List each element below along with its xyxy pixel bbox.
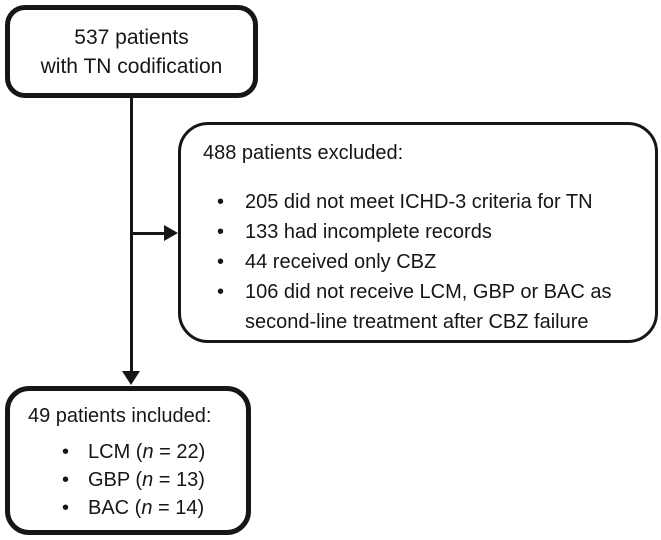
arrow-right-line [131, 232, 164, 235]
box-excluded: 488 patients excluded: • 205 did not mee… [178, 122, 658, 343]
included-item-text: BAC (n = 14) [88, 494, 236, 522]
drug-prefix: BAC ( [88, 497, 142, 519]
included-list: • LCM (n = 22) • GBP (n = 13) • BAC (n =… [28, 438, 236, 522]
top-box-line1: 537 patients [74, 25, 189, 49]
arrow-right-icon [164, 225, 178, 241]
n-value-suffix: = 13) [153, 469, 205, 491]
included-item: • BAC (n = 14) [62, 494, 236, 522]
box-included: 49 patients included: • LCM (n = 22) • G… [5, 386, 251, 535]
excluded-heading: 488 patients excluded: [203, 142, 404, 164]
excluded-item: • 44 received only CBZ [217, 247, 637, 277]
bullet-icon: • [217, 221, 225, 243]
excluded-list: • 205 did not meet ICHD-3 criteria for T… [203, 187, 637, 337]
n-symbol: n [142, 441, 154, 463]
excluded-item-text: 133 had incomplete records [245, 221, 492, 243]
included-item-text: LCM (n = 22) [88, 438, 236, 466]
bullet-icon: • [217, 251, 225, 273]
excluded-item-text: 44 received only CBZ [245, 251, 437, 273]
top-box-line2: with TN codification [40, 54, 223, 78]
n-value-suffix: = 22) [153, 441, 206, 463]
box-tn-codification: 537 patients with TN codification [5, 5, 258, 98]
excluded-item: • 133 had incomplete records [217, 217, 637, 247]
excluded-item-text: 205 did not meet ICHD-3 criteria for TN [245, 191, 593, 213]
bullet-icon: • [62, 441, 70, 463]
included-heading: 49 patients included: [28, 405, 212, 427]
excluded-item: • 205 did not meet ICHD-3 criteria for T… [217, 187, 637, 217]
included-item: • LCM (n = 22) [62, 438, 236, 466]
drug-prefix: LCM ( [88, 441, 143, 463]
excluded-item: • 106 did not receive LCM, GBP or BAC as… [217, 277, 637, 337]
excluded-item-text: 106 did not receive LCM, GBP or BAC as s… [245, 281, 612, 333]
bullet-icon: • [217, 281, 225, 303]
n-symbol: n [141, 497, 153, 519]
bullet-icon: • [217, 191, 225, 213]
bullet-icon: • [62, 469, 70, 491]
n-value-suffix: = 14) [152, 497, 205, 519]
n-symbol: n [142, 469, 154, 491]
drug-prefix: GBP ( [88, 469, 143, 491]
arrow-down-icon [122, 371, 140, 385]
included-item: • GBP (n = 13) [62, 466, 236, 494]
included-item-text: GBP (n = 13) [88, 466, 236, 494]
bullet-icon: • [62, 497, 70, 519]
